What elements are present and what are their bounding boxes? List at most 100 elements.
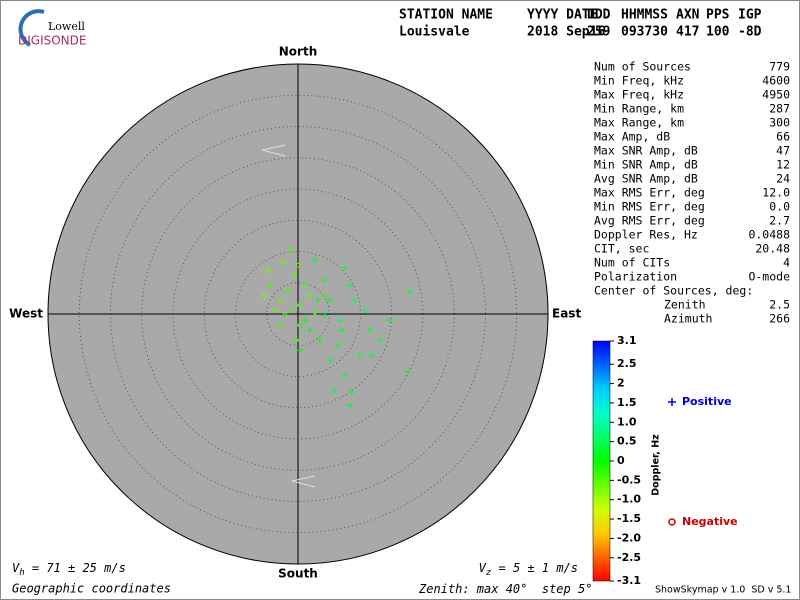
source-point xyxy=(289,307,295,313)
source-point xyxy=(293,337,299,343)
stat-value: 4600 xyxy=(762,74,790,88)
source-point xyxy=(277,297,283,303)
source-point xyxy=(361,307,368,314)
source-point xyxy=(307,292,313,298)
stat-label: Max SNR Amp, dB xyxy=(594,144,698,158)
header-value: 2018 Sep16 xyxy=(527,25,605,40)
colorbar-tick-label: -1.5 xyxy=(617,512,641,525)
source-point xyxy=(301,317,308,324)
zenith-step: 5 xyxy=(578,582,585,596)
colorbar-tick-label: 1.0 xyxy=(617,415,637,428)
colorbar-tick-label: -1.0 xyxy=(617,493,641,506)
stat-label: Min SNR Amp, dB xyxy=(594,158,698,172)
colorbar-tick-label: -2.5 xyxy=(617,551,641,564)
source-point xyxy=(272,307,278,313)
header-column: DDD xyxy=(587,8,611,23)
colorbar-tick-label: 1.5 xyxy=(617,396,637,409)
source-point xyxy=(315,297,321,304)
legend-marker xyxy=(668,398,676,406)
header-value: 100 xyxy=(706,25,730,40)
colorbar-tick-label: -2.0 xyxy=(617,531,641,544)
logo-text: Lowell xyxy=(48,20,85,33)
colorbar-tick-label: -3.1 xyxy=(617,574,641,587)
zenith-label: Zenith: max 40° step 5° xyxy=(418,582,592,596)
source-point xyxy=(326,297,333,304)
colorbar-tick-label: 2 xyxy=(617,377,625,390)
source-point xyxy=(265,267,271,273)
header-value: -8D xyxy=(738,25,762,40)
stat-value: 4 xyxy=(783,256,790,270)
colorbar-tick-label: -0.5 xyxy=(617,473,641,486)
source-point xyxy=(282,312,288,318)
source-point xyxy=(285,287,291,293)
v-text: = 71 ± 25 m/s xyxy=(25,561,126,575)
source-point xyxy=(351,297,358,304)
source-point xyxy=(348,389,355,396)
header-value: 093730 xyxy=(621,25,668,40)
stat-label: Avg SNR Amp, dB xyxy=(594,172,698,186)
source-point xyxy=(322,292,328,298)
colorbar-tick-label: 0.5 xyxy=(617,435,637,448)
source-point xyxy=(297,302,303,308)
stat-value: 0.0488 xyxy=(748,228,790,242)
stat-value: 47 xyxy=(776,144,790,158)
source-point xyxy=(331,387,338,394)
stat-value: 20.48 xyxy=(755,242,790,256)
source-point xyxy=(376,337,383,344)
colorbar xyxy=(592,340,611,582)
header-column: HHMMSS xyxy=(621,8,668,23)
legend-marker xyxy=(668,518,676,526)
zenith-max: 40 xyxy=(506,582,520,596)
header-column: YYYY DATE xyxy=(527,8,597,23)
colorbar-tick-label: 0 xyxy=(617,454,625,467)
source-point xyxy=(346,282,353,289)
logo-text: DIGISONDE xyxy=(18,34,86,48)
stat-label: Max Range, km xyxy=(594,116,684,130)
stat-label: Num of Sources xyxy=(594,60,691,74)
source-point xyxy=(335,342,341,349)
stat-value: 24 xyxy=(776,172,790,186)
stat-value: 12 xyxy=(776,158,790,172)
stat-value: 2.7 xyxy=(769,214,790,228)
source-point xyxy=(356,352,363,359)
direction-label: East xyxy=(552,307,581,321)
source-point xyxy=(267,282,273,288)
center-value: 2.5 xyxy=(769,298,790,312)
stat-value: 66 xyxy=(776,130,790,144)
source-point xyxy=(296,347,303,354)
legend-label: Positive xyxy=(682,395,732,408)
stat-label: Min RMS Err, deg xyxy=(594,200,705,214)
source-point xyxy=(312,309,318,315)
stat-value: 0.0 xyxy=(769,200,790,214)
source-point xyxy=(262,292,268,298)
zenith-unit: ° xyxy=(520,582,527,596)
stat-label: Min Freq, kHz xyxy=(594,74,684,88)
direction-label: North xyxy=(279,45,317,59)
header-column: PPS xyxy=(706,8,730,23)
source-point xyxy=(386,317,393,324)
source-point xyxy=(366,327,373,334)
stat-label: Num of CITs xyxy=(594,256,670,270)
v-symbol: V xyxy=(12,561,20,575)
source-point xyxy=(341,372,348,379)
source-point xyxy=(406,289,413,296)
header-value: 259 xyxy=(587,25,610,40)
stat-value: 4950 xyxy=(762,88,790,102)
stat-value: 300 xyxy=(769,116,790,130)
center-label: Zenith xyxy=(664,298,706,312)
stat-label: Polarization xyxy=(594,270,677,284)
source-point xyxy=(287,247,293,253)
header-column: AXN xyxy=(676,8,700,23)
stat-label: Max RMS Err, deg xyxy=(594,186,705,200)
stat-label: Max Freq, kHz xyxy=(594,88,684,102)
source-point xyxy=(297,322,303,328)
source-point xyxy=(336,317,343,324)
stat-label: Min Range, km xyxy=(594,102,684,116)
source-point xyxy=(306,327,313,334)
v-sub: z xyxy=(486,568,491,578)
stat-label: CIT, sec xyxy=(594,242,649,256)
source-point xyxy=(311,257,318,264)
arrow-mark xyxy=(291,475,316,488)
stat-value: 287 xyxy=(769,102,790,116)
vh-label: Vh = 71 ± 25 m/s xyxy=(12,561,126,578)
